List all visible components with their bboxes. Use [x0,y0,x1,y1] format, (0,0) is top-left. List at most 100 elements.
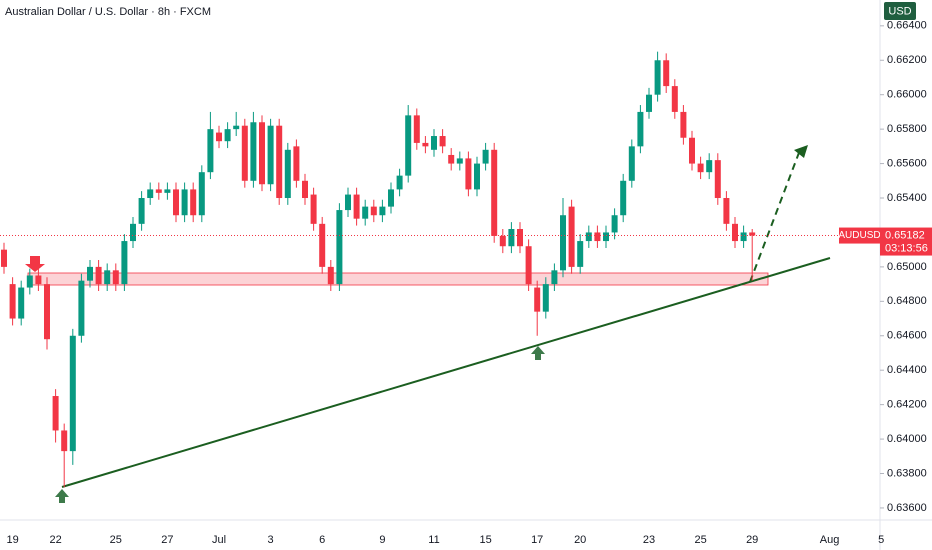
candle-body [474,163,480,190]
candle-body [431,136,437,150]
candle-body [542,284,549,312]
candle-body [594,232,601,242]
candle-body [26,275,33,288]
candle-body [388,189,394,207]
candle-body [267,125,274,185]
x-tick-label: 11 [428,534,439,546]
y-tick-label: 0.66400 [887,20,927,32]
candle-body [723,198,730,224]
candle-body [207,129,214,173]
countdown-label: 03:13:56 [885,242,928,254]
candle-body [551,270,558,285]
candles [1,51,756,488]
x-tick-label: 29 [746,534,758,546]
candle-body [646,94,652,112]
x-tick-label: 15 [479,534,491,546]
chart-title: Australian Dollar / U.S. Dollar · 8h · F… [5,6,211,18]
candle-body [732,223,738,242]
candle-body [465,158,472,190]
candle-body [310,194,317,224]
candle-body [405,115,412,176]
candle-body [198,172,205,216]
candle-body [628,146,635,181]
candle-body [190,189,197,216]
projection-arrowhead [794,145,808,158]
y-tick-label: 0.63800 [887,467,927,479]
candle-body [319,223,326,267]
candle-body [78,280,85,336]
candle-body [534,287,541,312]
candle-body [396,175,403,190]
candle-body [130,223,136,242]
candle-body [413,115,420,143]
candle-body [95,266,102,285]
candle-body [293,146,300,181]
candle-body [302,180,308,199]
candle-body [525,246,532,285]
candle-body [35,275,42,285]
x-tick-label: 27 [161,534,173,546]
candle-body [706,160,713,173]
y-tick-label: 0.64600 [887,330,927,342]
x-tick-label: 20 [574,534,586,546]
y-tick-label: 0.65000 [887,261,927,273]
candle-body [52,396,59,431]
candle-body [491,149,498,236]
candle-body [353,194,360,219]
candle-body [637,111,644,147]
candle-body [173,189,179,216]
x-tick-label: Aug [820,534,840,546]
support-zone [27,272,769,286]
y-tick-label: 0.66200 [887,54,927,66]
candle-body [327,266,334,285]
candle-body [585,232,592,242]
candle-body [499,235,506,247]
last-price-label: 0.65182 [885,229,925,241]
candle-body [18,287,25,319]
candle-body [611,215,618,233]
y-tick-label: 0.63600 [887,502,927,514]
x-tick-label: 5 [878,534,884,546]
y-tick-label: 0.64200 [887,399,927,411]
up-arrow [531,346,545,360]
candle-body [164,189,171,193]
currency-button[interactable] [884,2,916,20]
candle-body [749,232,756,236]
trendline [61,257,831,488]
candle-body [362,206,369,219]
candle-body [671,86,678,112]
candle-body [104,270,111,285]
candle-body [69,335,76,452]
candle-body [336,210,343,285]
down-arrow [25,256,45,272]
up-arrow [55,489,69,503]
candle-body [448,154,455,164]
candle-body [697,163,704,173]
candle-body [61,430,68,452]
candle-body [147,189,154,199]
x-tick-label: 25 [110,534,122,546]
candle-body [241,125,248,181]
candle-body [259,122,265,185]
x-tick-label: 23 [643,534,655,546]
candle-body [112,270,119,285]
candle-body [508,229,515,247]
candle-body [224,129,231,142]
candle-body [284,149,291,199]
candle-body [577,241,584,267]
candle-body [250,122,257,181]
candle-body [714,160,721,199]
symbol-label: AUDUSD [838,230,880,241]
symbol-tag [839,227,880,244]
candle-body [379,206,386,216]
x-tick-label: 19 [6,534,18,546]
candle-body [560,215,566,271]
candle-body [216,132,222,142]
y-tick-label: 0.65400 [887,192,927,204]
candle-body [568,206,575,267]
candle-body [620,180,627,216]
candle-body [345,194,351,211]
y-tick-label: 0.64000 [887,433,927,445]
candle-body [740,232,747,242]
